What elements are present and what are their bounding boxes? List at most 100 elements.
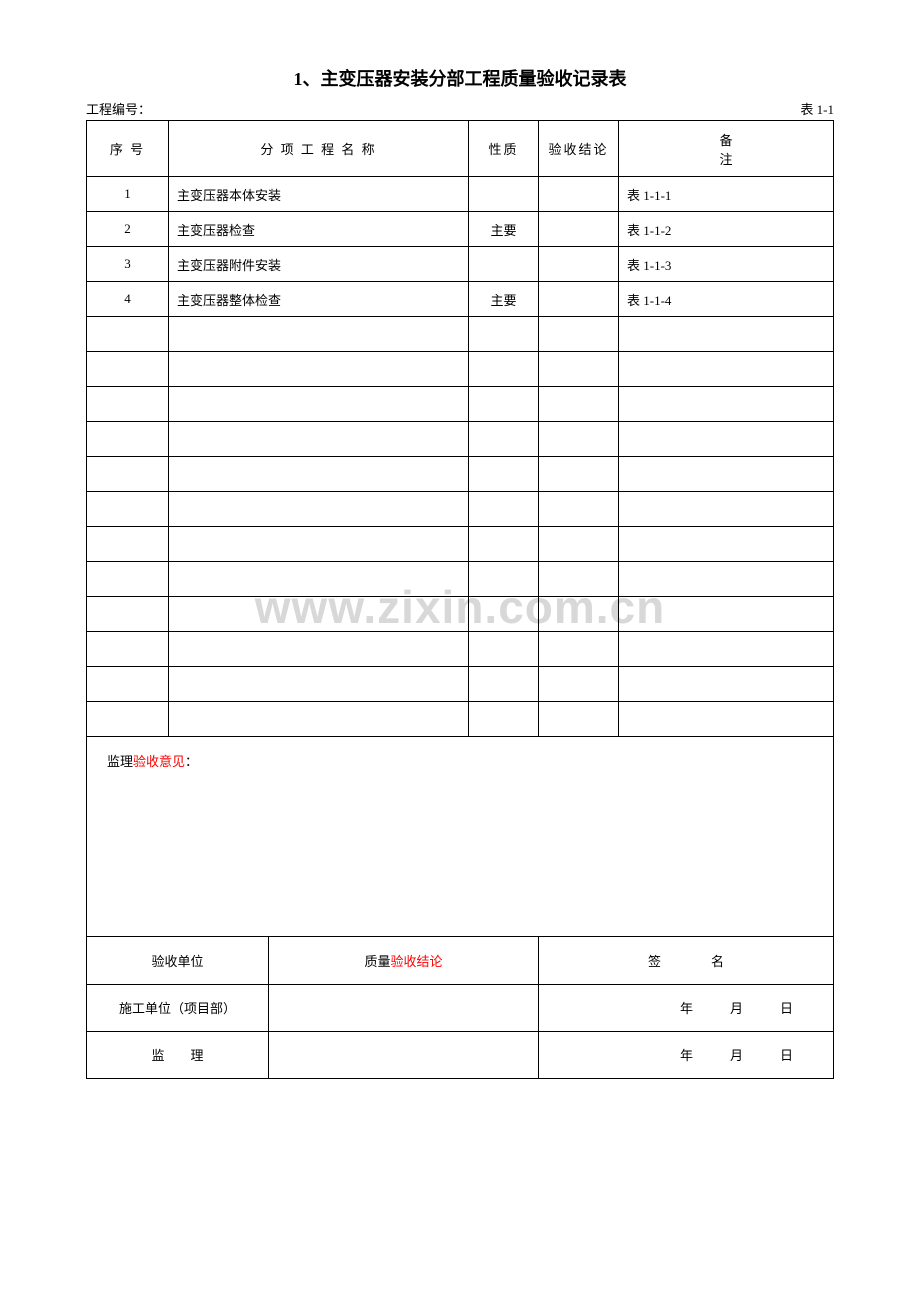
cell-name (169, 667, 469, 702)
fth-concl-pre: 质量 (364, 954, 390, 969)
fth-sign-left: 签 (648, 954, 661, 969)
table-row (87, 527, 834, 562)
cell-nature (469, 702, 539, 737)
cell-seq (87, 597, 169, 632)
table-row: 3主变压器附件安装表 1-1-3 (87, 247, 834, 282)
fth-conclusion: 质量验收结论 (269, 937, 539, 984)
cell-name (169, 702, 469, 737)
fth-sign-right: 名 (711, 954, 724, 969)
cell-name (169, 632, 469, 667)
cell-seq: 4 (87, 282, 169, 317)
cell-nature (469, 632, 539, 667)
cell-conclusion (539, 667, 619, 702)
table-row: 1主变压器本体安装 表 1-1-1 (87, 177, 834, 212)
cell-name (169, 527, 469, 562)
project-number-label: 工程编号： (86, 99, 151, 118)
footer-row-2: 监 理 年 月 日 (87, 1031, 834, 1078)
table-row (87, 387, 834, 422)
cell-remark (619, 562, 834, 597)
table-row (87, 597, 834, 632)
cell-nature (469, 247, 539, 282)
fth-concl-red: 验收结论 (391, 954, 443, 969)
table-row (87, 492, 834, 527)
opinion-prefix: 监理 (107, 754, 133, 769)
cell-remark (619, 492, 834, 527)
cell-remark (619, 387, 834, 422)
table-code: 表 1-1 (800, 99, 834, 118)
cell-remark (619, 317, 834, 352)
cell-nature (469, 667, 539, 702)
cell-name (169, 562, 469, 597)
cell-remark: 表 1-1-2 (619, 212, 834, 247)
cell-name (169, 317, 469, 352)
table-row: 4主变压器整体检查主要表 1-1-4 (87, 282, 834, 317)
cell-conclusion (539, 457, 619, 492)
cell-seq (87, 457, 169, 492)
cell-seq (87, 527, 169, 562)
cell-remark: 表 1-1-4 (619, 282, 834, 317)
footer-row-1: 施工单位（项目部） 年 月 日 (87, 984, 834, 1031)
cell-seq: 2 (87, 212, 169, 247)
cell-name: 主变压器整体检查 (169, 282, 469, 317)
table-row (87, 632, 834, 667)
cell-remark (619, 632, 834, 667)
cell-name: 主变压器本体安装 (169, 177, 469, 212)
cell-conclusion (539, 562, 619, 597)
fth-unit: 验收单位 (87, 937, 269, 984)
cell-conclusion (539, 597, 619, 632)
cell-conclusion (539, 492, 619, 527)
footer-r1c3: 年 月 日 (539, 984, 834, 1031)
cell-seq (87, 492, 169, 527)
cell-remark (619, 457, 834, 492)
cell-name: 主变压器附件安装 (169, 247, 469, 282)
cell-seq (87, 702, 169, 737)
footer-r1c1: 施工单位（项目部） (87, 984, 269, 1031)
cell-seq (87, 667, 169, 702)
cell-conclusion (539, 422, 619, 457)
th-name: 分 项 工 程 名 称 (169, 121, 469, 177)
cell-name (169, 422, 469, 457)
table-row (87, 352, 834, 387)
cell-nature (469, 317, 539, 352)
cell-nature (469, 387, 539, 422)
opinion-row: 监理验收意见： (87, 737, 834, 937)
cell-seq (87, 422, 169, 457)
main-table: 序 号 分 项 工 程 名 称 性质 验收结论 备注 1主变压器本体安装表 1-… (86, 120, 834, 937)
cell-seq (87, 317, 169, 352)
cell-remark: 表 1-1-1 (619, 177, 834, 212)
cell-conclusion (539, 282, 619, 317)
cell-nature (469, 597, 539, 632)
cell-remark (619, 597, 834, 632)
cell-name (169, 352, 469, 387)
opinion-red: 验收意见 (133, 754, 185, 769)
footer-table: 验收单位 质量验收结论 签 名 施工单位（项目部） 年 月 日 监 理 年 月 日 (86, 937, 834, 1079)
footer-r2c3: 年 月 日 (539, 1031, 834, 1078)
cell-seq (87, 562, 169, 597)
cell-nature: 主要 (469, 212, 539, 247)
cell-name (169, 492, 469, 527)
th-nature: 性质 (469, 121, 539, 177)
cell-nature (469, 492, 539, 527)
cell-remark (619, 422, 834, 457)
cell-conclusion (539, 247, 619, 282)
cell-conclusion (539, 177, 619, 212)
cell-remark (619, 667, 834, 702)
footer-header-row: 验收单位 质量验收结论 签 名 (87, 937, 834, 984)
table-row (87, 422, 834, 457)
page-title: 1、主变压器安装分部工程质量验收记录表 (86, 65, 834, 91)
th-conclusion: 验收结论 (539, 121, 619, 177)
cell-remark (619, 527, 834, 562)
table-header-row: 序 号 分 项 工 程 名 称 性质 验收结论 备注 (87, 121, 834, 177)
cell-seq: 3 (87, 247, 169, 282)
th-seq: 序 号 (87, 121, 169, 177)
cell-nature (469, 457, 539, 492)
cell-conclusion (539, 317, 619, 352)
table-row: 2主变压器检查主要表 1-1-2 (87, 212, 834, 247)
cell-conclusion (539, 212, 619, 247)
cell-conclusion (539, 527, 619, 562)
cell-nature (469, 422, 539, 457)
opinion-suffix: ： (185, 754, 198, 769)
footer-r2c1: 监 理 (87, 1031, 269, 1078)
cell-seq: 1 (87, 177, 169, 212)
th-remark-left: 备 (627, 130, 825, 149)
